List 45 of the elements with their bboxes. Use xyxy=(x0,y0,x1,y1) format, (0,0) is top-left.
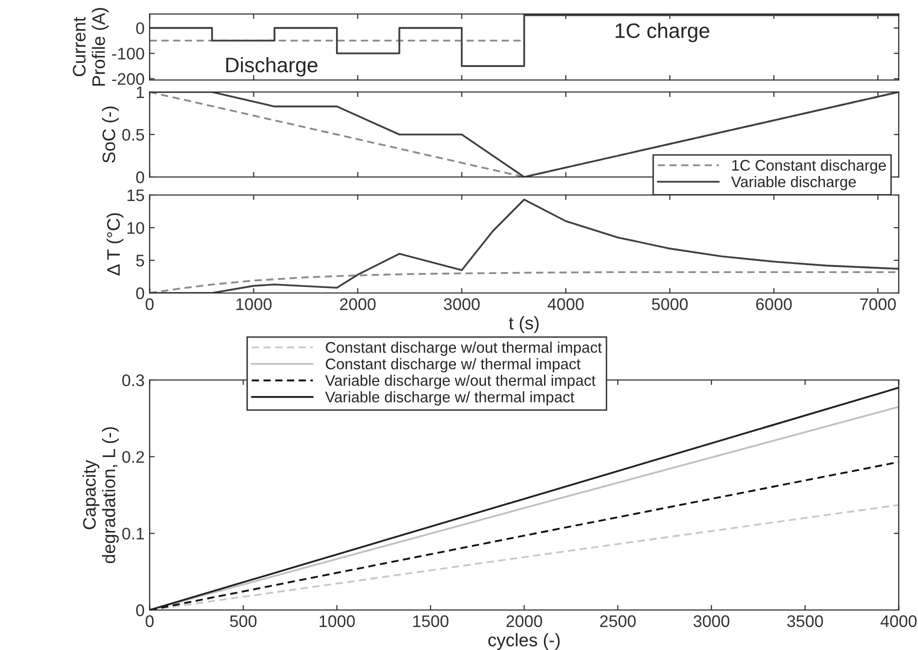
legend-label: Constant discharge w/out thermal impact xyxy=(326,342,602,356)
x-tick-label: 7000 xyxy=(860,298,896,310)
x-tick-label: 6000 xyxy=(756,298,792,310)
x-tick-label: 2000 xyxy=(506,615,542,628)
legend-label: Variable discharge xyxy=(731,176,856,190)
x-tick-label: 2500 xyxy=(600,615,636,628)
x-tick-label: 4000 xyxy=(880,615,917,628)
x-tick-label: 3500 xyxy=(787,615,823,628)
y-axis-title: Capacity degradation, L (-) xyxy=(82,427,119,564)
x-tick-label: 3000 xyxy=(694,615,730,628)
annotation: 1C charge xyxy=(616,22,710,42)
y-tick-label: 5 xyxy=(136,254,144,267)
x-tick-label: 1500 xyxy=(413,615,448,628)
x-tick-label: 5000 xyxy=(652,298,688,310)
y-tick-label: 0.5 xyxy=(122,128,144,141)
y-tick-label: 0.3 xyxy=(122,374,144,386)
legend-label: Variable discharge w/ thermal impact xyxy=(325,391,574,406)
x-axis-title: cycles (-) xyxy=(488,633,560,650)
y-axis-title: Δ T (°C) xyxy=(106,213,124,276)
legend-label: Constant discharge w/ thermal impact xyxy=(326,358,581,372)
y-tick-label: 0 xyxy=(136,171,144,184)
y-tick-label: -100 xyxy=(112,48,144,60)
x-tick-label: 1000 xyxy=(236,298,272,310)
x-tick-label: 500 xyxy=(230,615,257,628)
x-tick-label: 3000 xyxy=(444,298,480,310)
y-axis-title: SoC (-) xyxy=(102,106,119,163)
annotation: Discharge xyxy=(226,57,318,77)
x-tick-label: 2000 xyxy=(340,298,376,310)
x-tick-label: 0 xyxy=(146,298,154,310)
x-tick-label: 1000 xyxy=(320,615,355,628)
y-tick-label: 0.2 xyxy=(122,451,144,463)
y-tick-label: 0.1 xyxy=(122,528,144,540)
y-tick-label: 15 xyxy=(128,190,144,202)
y-tick-label: 0 xyxy=(136,22,144,34)
y-tick-label: 10 xyxy=(128,222,144,234)
y-tick-label: 0 xyxy=(136,604,144,616)
legend-label: Variable discharge w/out thermal impact xyxy=(325,374,596,389)
x-axis-title: t (s) xyxy=(508,316,539,333)
y-tick-label: -200 xyxy=(112,73,144,85)
y-tick-label: 0 xyxy=(136,287,144,300)
x-tick-label: 0 xyxy=(146,615,154,628)
y-tick-label: 1 xyxy=(136,86,144,98)
x-tick-label: 4000 xyxy=(548,298,584,310)
legend-label: 1C Constant discharge xyxy=(732,160,886,174)
y-axis-title: Current Profile (A) xyxy=(72,8,109,86)
